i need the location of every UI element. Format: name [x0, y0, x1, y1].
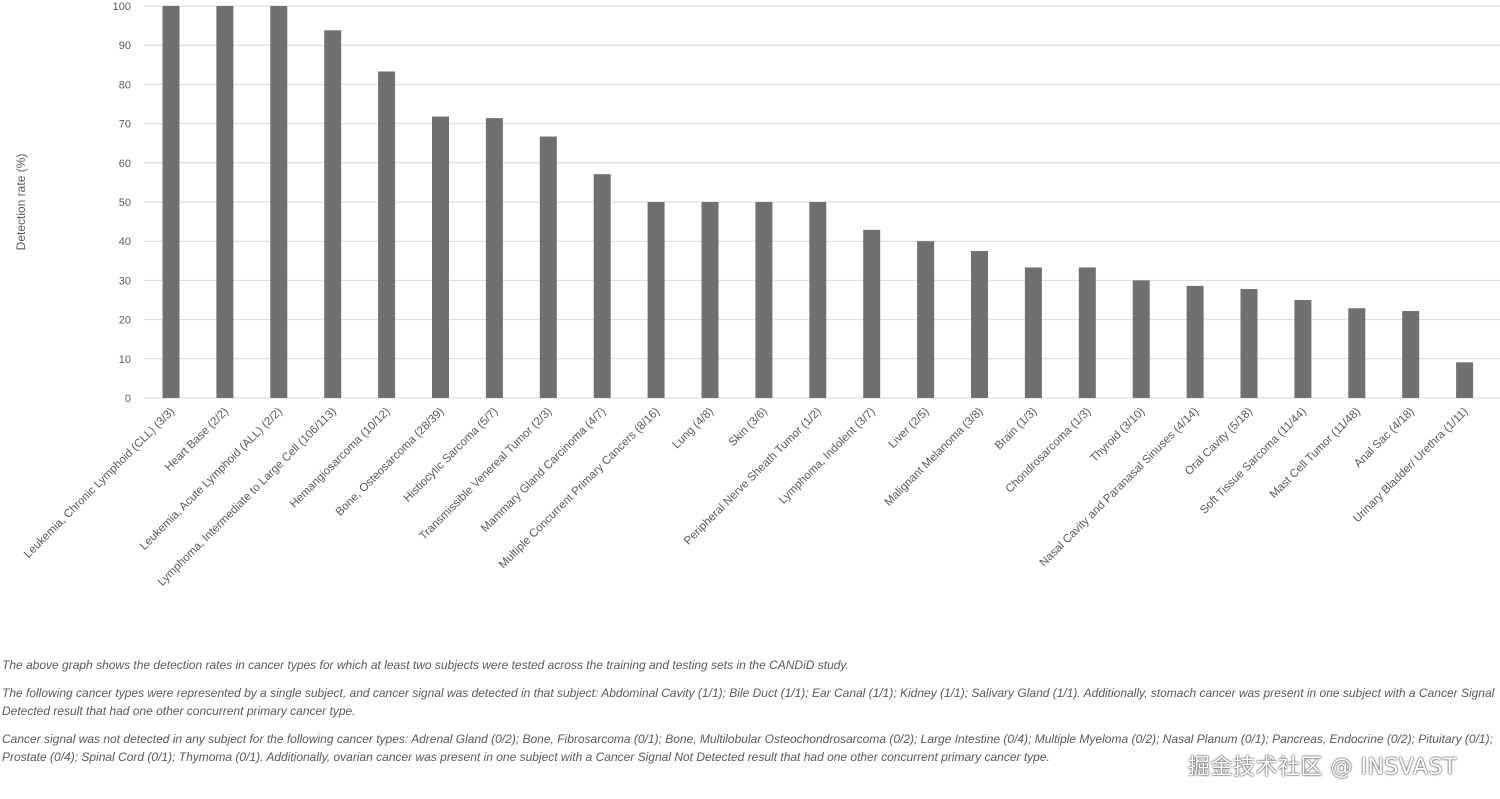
bar	[270, 6, 288, 398]
footnotes: The above graph shows the detection rate…	[2, 656, 1496, 776]
bar	[701, 202, 719, 398]
bar	[378, 71, 396, 399]
bar	[917, 241, 935, 398]
bar	[485, 118, 503, 398]
y-tick-label: 20	[119, 315, 131, 327]
x-category-label: Liver (2/5)	[887, 406, 932, 451]
y-tick-label: 100	[113, 1, 131, 13]
watermark: 掘金技术社区 @ INSVAST	[1188, 755, 1457, 780]
y-tick-label: 0	[125, 393, 131, 405]
bar	[539, 136, 557, 398]
x-category-label: Thyroid (3/10)	[1088, 406, 1147, 465]
footnote-single-subject: The following cancer types were represen…	[2, 686, 1495, 718]
bar	[324, 30, 342, 398]
bar	[432, 116, 449, 398]
bar	[593, 174, 611, 398]
bar	[1078, 267, 1096, 398]
x-category-label: Bone, Osteosarcoma (28/39)	[334, 406, 447, 519]
x-category-label: Soft Tissue Sarcoma (11/44)	[1198, 406, 1309, 517]
bar	[647, 202, 665, 398]
y-tick-label: 50	[119, 197, 131, 209]
footnote-detection-summary: The above graph shows the detection rate…	[2, 658, 849, 672]
bar	[1348, 308, 1366, 398]
x-category-label: Lung (4/8)	[671, 406, 717, 452]
x-category-label: Malignant Melanoma (3/8)	[883, 406, 986, 509]
y-axis-ticks: 0 10 20 30 40 50 60 70 80 90 100	[113, 1, 131, 405]
y-tick-label: 30	[119, 275, 131, 287]
bar	[863, 229, 881, 398]
x-category-label: Urinary Bladder/ Urethra (1/11)	[1351, 406, 1471, 526]
bar	[755, 202, 773, 398]
y-tick-label: 80	[119, 79, 131, 91]
bar	[809, 202, 827, 398]
footnote-not-detected: Cancer signal was not detected in any su…	[2, 732, 1493, 764]
x-category-label: Skin (3/6)	[727, 406, 770, 449]
bar	[1132, 280, 1150, 398]
bar	[971, 251, 988, 398]
y-tick-label: 40	[119, 236, 131, 248]
y-tick-label: 70	[119, 119, 131, 131]
bar-chart: 0 10 20 30 40 50 60 70 80 90 100 Leukemia, Chronic…	[14, 1, 1500, 589]
y-axis-title: Detection rate (%)	[14, 154, 28, 251]
y-tick-label: 60	[119, 158, 131, 170]
x-category-label: Brain (1/3)	[993, 406, 1040, 453]
x-category-label: Lymphoma, Indolent (3/7)	[777, 406, 878, 507]
x-axis-labels: Leukemia, Chronic Lymphoid (CLL) (3/3)He…	[22, 406, 1471, 589]
x-category-label: Lymphoma, Intermediate to Large Cell (10…	[156, 406, 339, 589]
bar	[1024, 267, 1042, 398]
bar	[1186, 285, 1204, 398]
bar	[162, 6, 180, 398]
x-category-label: Mast Cell Tumor (11/48)	[1268, 406, 1363, 501]
y-tick-label: 10	[119, 354, 131, 366]
bars	[162, 6, 1474, 399]
x-category-label: Histiocytic Sarcoma (5/7)	[402, 406, 501, 505]
bar	[216, 6, 234, 398]
bar	[1402, 310, 1420, 398]
bar	[1240, 289, 1258, 398]
x-category-label: Hemangiosarcoma (10/12)	[288, 406, 393, 511]
y-tick-label: 90	[119, 40, 131, 52]
bar	[1294, 300, 1312, 398]
bar	[1456, 362, 1474, 398]
